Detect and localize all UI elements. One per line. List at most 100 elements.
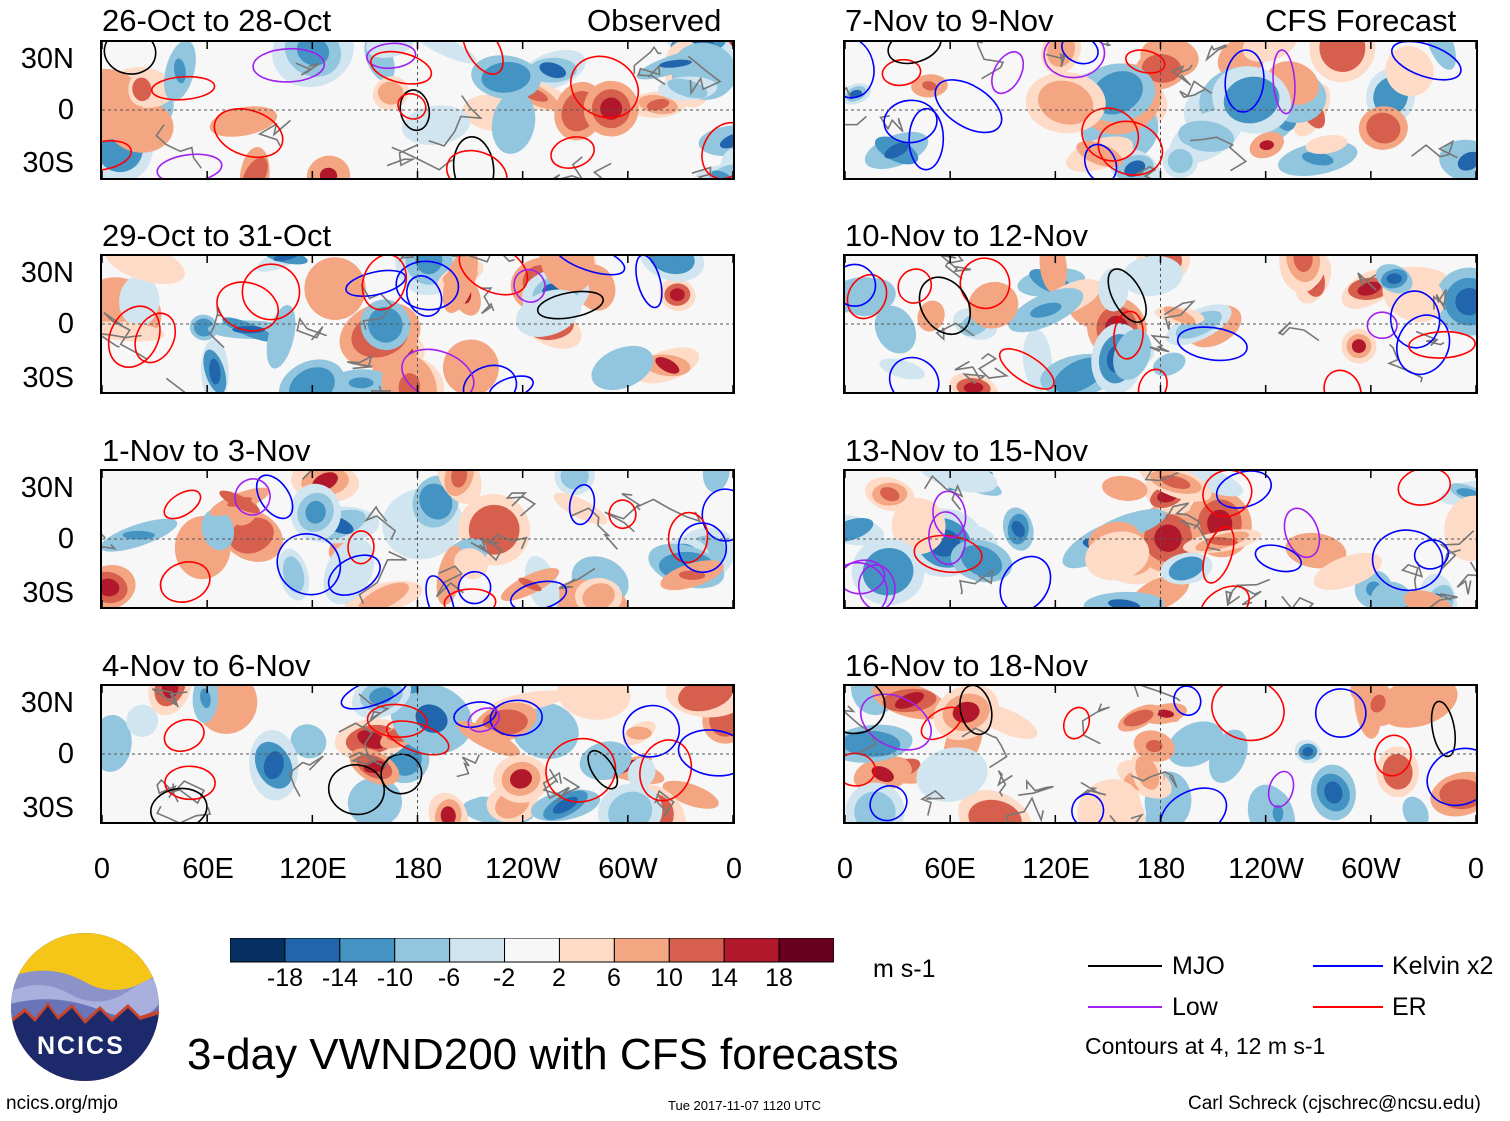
wave-contour	[452, 136, 495, 178]
wind-anomaly-blob	[1130, 712, 1147, 724]
wave-contour	[1159, 787, 1228, 822]
wind-anomaly-blob	[102, 68, 143, 141]
wave-contour	[1173, 686, 1202, 717]
wind-anomaly-blob	[659, 59, 692, 68]
map-panel-5	[843, 40, 1478, 180]
wave-contour	[1396, 314, 1451, 376]
wind-anomaly-blob	[1098, 267, 1129, 312]
colorbar-label: -14	[321, 964, 359, 992]
coastline	[954, 360, 987, 385]
wind-anomaly-blob	[447, 257, 474, 303]
wind-anomaly-blob	[599, 354, 646, 382]
wind-anomaly-blob	[1386, 273, 1402, 285]
coastline	[1144, 471, 1179, 482]
wave-contour	[107, 305, 161, 368]
wind-anomaly-blob	[1324, 781, 1343, 804]
coastline	[1357, 272, 1377, 291]
wave-contour	[252, 47, 326, 83]
vwnd-field-5	[845, 42, 1476, 178]
wind-anomaly-blob	[1366, 112, 1401, 144]
wind-anomaly-blob	[491, 91, 536, 154]
wave-contour	[1391, 42, 1462, 81]
wind-anomaly-blob	[1382, 753, 1413, 790]
wave-contour	[568, 483, 596, 526]
map-panel-1	[100, 40, 735, 180]
wave-contour	[1224, 49, 1265, 113]
wave-contour	[159, 561, 211, 603]
footer-url[interactable]: ncics.org/mjo	[6, 1093, 118, 1114]
wind-anomaly-blob	[702, 471, 730, 493]
wind-anomaly-blob	[126, 704, 159, 737]
wave-contour	[913, 534, 983, 574]
wind-anomaly-blob	[626, 726, 652, 740]
wave-contour	[959, 257, 1011, 310]
colorbar-swatch	[284, 938, 341, 963]
wave-contour	[340, 686, 408, 710]
wave-contour	[347, 530, 375, 565]
wind-anomaly-blob	[845, 730, 901, 757]
legend-swatch-er	[1313, 1006, 1383, 1008]
ncics-logo	[11, 933, 159, 1081]
legend-label-kelvin: Kelvin x2	[1392, 952, 1494, 980]
coastline	[1170, 64, 1193, 86]
coastline	[961, 727, 1008, 769]
wave-contour	[1408, 330, 1476, 359]
colorbar-label: 10	[655, 964, 683, 992]
wave-contour	[1430, 700, 1457, 758]
panel-title-3: 1-Nov to 3-Nov	[102, 433, 311, 468]
wave-contour	[1043, 42, 1106, 79]
wind-anomaly-blob	[662, 780, 719, 809]
wave-contour	[701, 121, 733, 178]
coastline	[552, 156, 583, 178]
wave-contour	[550, 136, 595, 169]
wave-contour	[241, 263, 301, 321]
coastline	[1432, 288, 1447, 310]
wave-contour	[406, 275, 443, 317]
wind-anomaly-blob	[922, 81, 937, 91]
wind-anomaly-blob	[884, 142, 909, 159]
wind-anomaly-blob	[1378, 686, 1458, 728]
lon-tick-180: 180	[1136, 853, 1186, 885]
lat-tick-30s: 30S	[22, 362, 74, 394]
lon-tick-120w: 120W	[485, 853, 561, 885]
column-header-forecast: CFS Forecast	[1265, 3, 1457, 38]
wind-anomaly-blob	[1178, 120, 1235, 152]
wind-anomaly-blob	[689, 686, 722, 704]
wind-anomaly-blob	[963, 382, 984, 392]
wind-anomaly-blob	[1455, 288, 1476, 316]
wind-anomaly-blob	[1456, 488, 1476, 498]
coastline	[1405, 593, 1458, 607]
wind-anomaly-blob	[1135, 755, 1160, 790]
lon-tick-120e: 120E	[1022, 853, 1090, 885]
wave-contour	[385, 720, 450, 756]
wind-anomaly-blob	[509, 769, 532, 789]
legend-label-er: ER	[1392, 993, 1427, 1021]
wind-anomaly-blob	[119, 275, 160, 327]
logo-text: NCICS	[37, 1032, 125, 1060]
wind-anomaly-blob	[241, 157, 268, 178]
coastline	[480, 287, 495, 315]
wind-anomaly-blob	[1313, 552, 1382, 591]
wind-anomaly-blob	[975, 289, 1011, 322]
colorbar-label: 14	[710, 964, 738, 992]
coastline	[1415, 330, 1445, 347]
lat-tick-eq: 0	[57, 738, 74, 770]
legend-swatch-mjo	[1088, 965, 1162, 967]
wave-contour	[395, 260, 460, 311]
coastline	[348, 751, 379, 766]
coastline	[687, 55, 722, 96]
wave-contour	[857, 564, 896, 607]
footer-timestamp: Tue 2017-11-07 1120 UTC	[668, 1098, 821, 1113]
coastline	[940, 256, 972, 273]
coastline	[635, 498, 702, 523]
coastline	[360, 283, 393, 330]
wind-anomaly-blob	[874, 305, 917, 354]
wind-anomaly-blob	[319, 167, 338, 178]
wind-anomaly-blob	[102, 714, 132, 772]
wind-anomaly-blob	[200, 688, 211, 709]
wind-anomaly-blob	[415, 256, 443, 275]
coastline	[370, 385, 391, 392]
coastline	[1456, 561, 1476, 595]
lon-tick-120w: 120W	[1228, 853, 1304, 885]
wind-anomaly-blob	[1305, 135, 1348, 155]
